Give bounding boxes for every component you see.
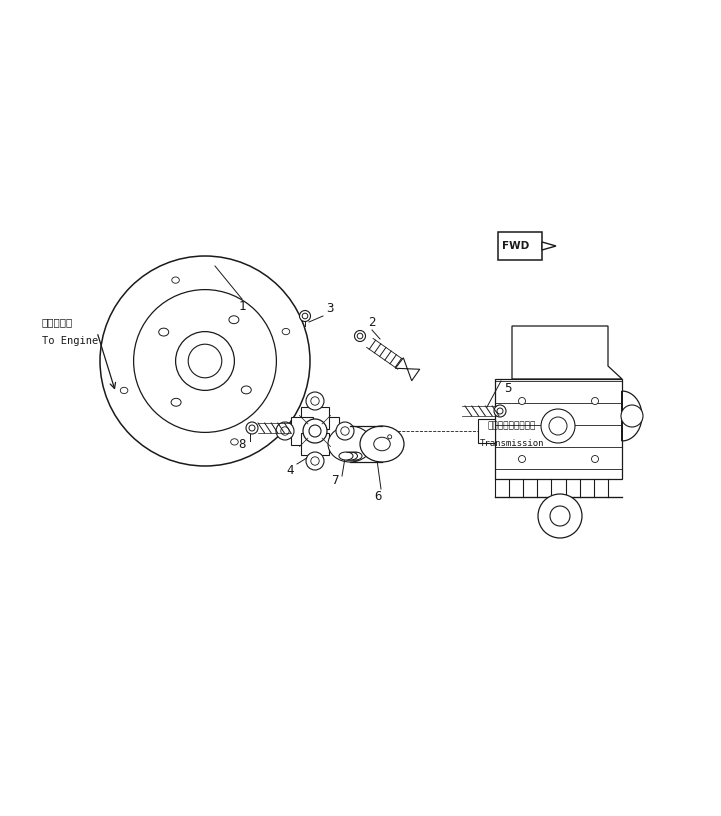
Polygon shape <box>495 379 622 479</box>
Circle shape <box>302 313 308 319</box>
Ellipse shape <box>328 426 372 462</box>
Polygon shape <box>622 391 642 441</box>
Circle shape <box>246 422 258 434</box>
Circle shape <box>276 422 294 440</box>
FancyBboxPatch shape <box>498 232 542 260</box>
Circle shape <box>541 409 575 443</box>
Circle shape <box>133 290 276 432</box>
Circle shape <box>306 452 324 470</box>
Circle shape <box>591 397 598 405</box>
Ellipse shape <box>343 452 358 460</box>
Circle shape <box>518 397 526 405</box>
Circle shape <box>188 344 222 378</box>
Polygon shape <box>512 326 622 379</box>
Ellipse shape <box>348 452 362 460</box>
Circle shape <box>494 405 506 417</box>
Ellipse shape <box>360 426 404 462</box>
Text: 2: 2 <box>368 317 376 330</box>
Circle shape <box>518 455 526 463</box>
Circle shape <box>249 425 255 431</box>
Text: 1: 1 <box>238 299 246 313</box>
Polygon shape <box>291 417 313 445</box>
Polygon shape <box>301 407 329 429</box>
Text: 4: 4 <box>286 464 293 477</box>
Text: FWD: FWD <box>503 241 530 251</box>
Circle shape <box>538 494 582 538</box>
Polygon shape <box>542 242 556 250</box>
Text: 6: 6 <box>374 490 381 503</box>
Text: 8: 8 <box>238 437 246 450</box>
Circle shape <box>100 256 310 466</box>
Polygon shape <box>317 417 339 445</box>
Circle shape <box>299 311 311 322</box>
Text: 7: 7 <box>331 474 339 487</box>
Circle shape <box>497 408 503 414</box>
Polygon shape <box>395 357 420 381</box>
Circle shape <box>336 422 354 440</box>
Circle shape <box>550 506 570 526</box>
Circle shape <box>591 455 598 463</box>
Polygon shape <box>301 433 329 455</box>
Text: Transmission: Transmission <box>479 440 544 449</box>
Text: トランスミッション: トランスミッション <box>488 422 536 431</box>
Circle shape <box>309 425 321 437</box>
Polygon shape <box>478 419 495 443</box>
Circle shape <box>621 405 643 427</box>
Ellipse shape <box>339 452 353 460</box>
Circle shape <box>176 331 234 390</box>
Text: 3: 3 <box>326 303 334 316</box>
Circle shape <box>388 435 392 439</box>
Circle shape <box>306 392 324 410</box>
Text: 5: 5 <box>504 382 512 394</box>
Text: To Engine: To Engine <box>42 336 98 346</box>
Text: エンジンへ: エンジンへ <box>42 317 74 327</box>
Circle shape <box>303 419 327 443</box>
Circle shape <box>549 417 567 435</box>
